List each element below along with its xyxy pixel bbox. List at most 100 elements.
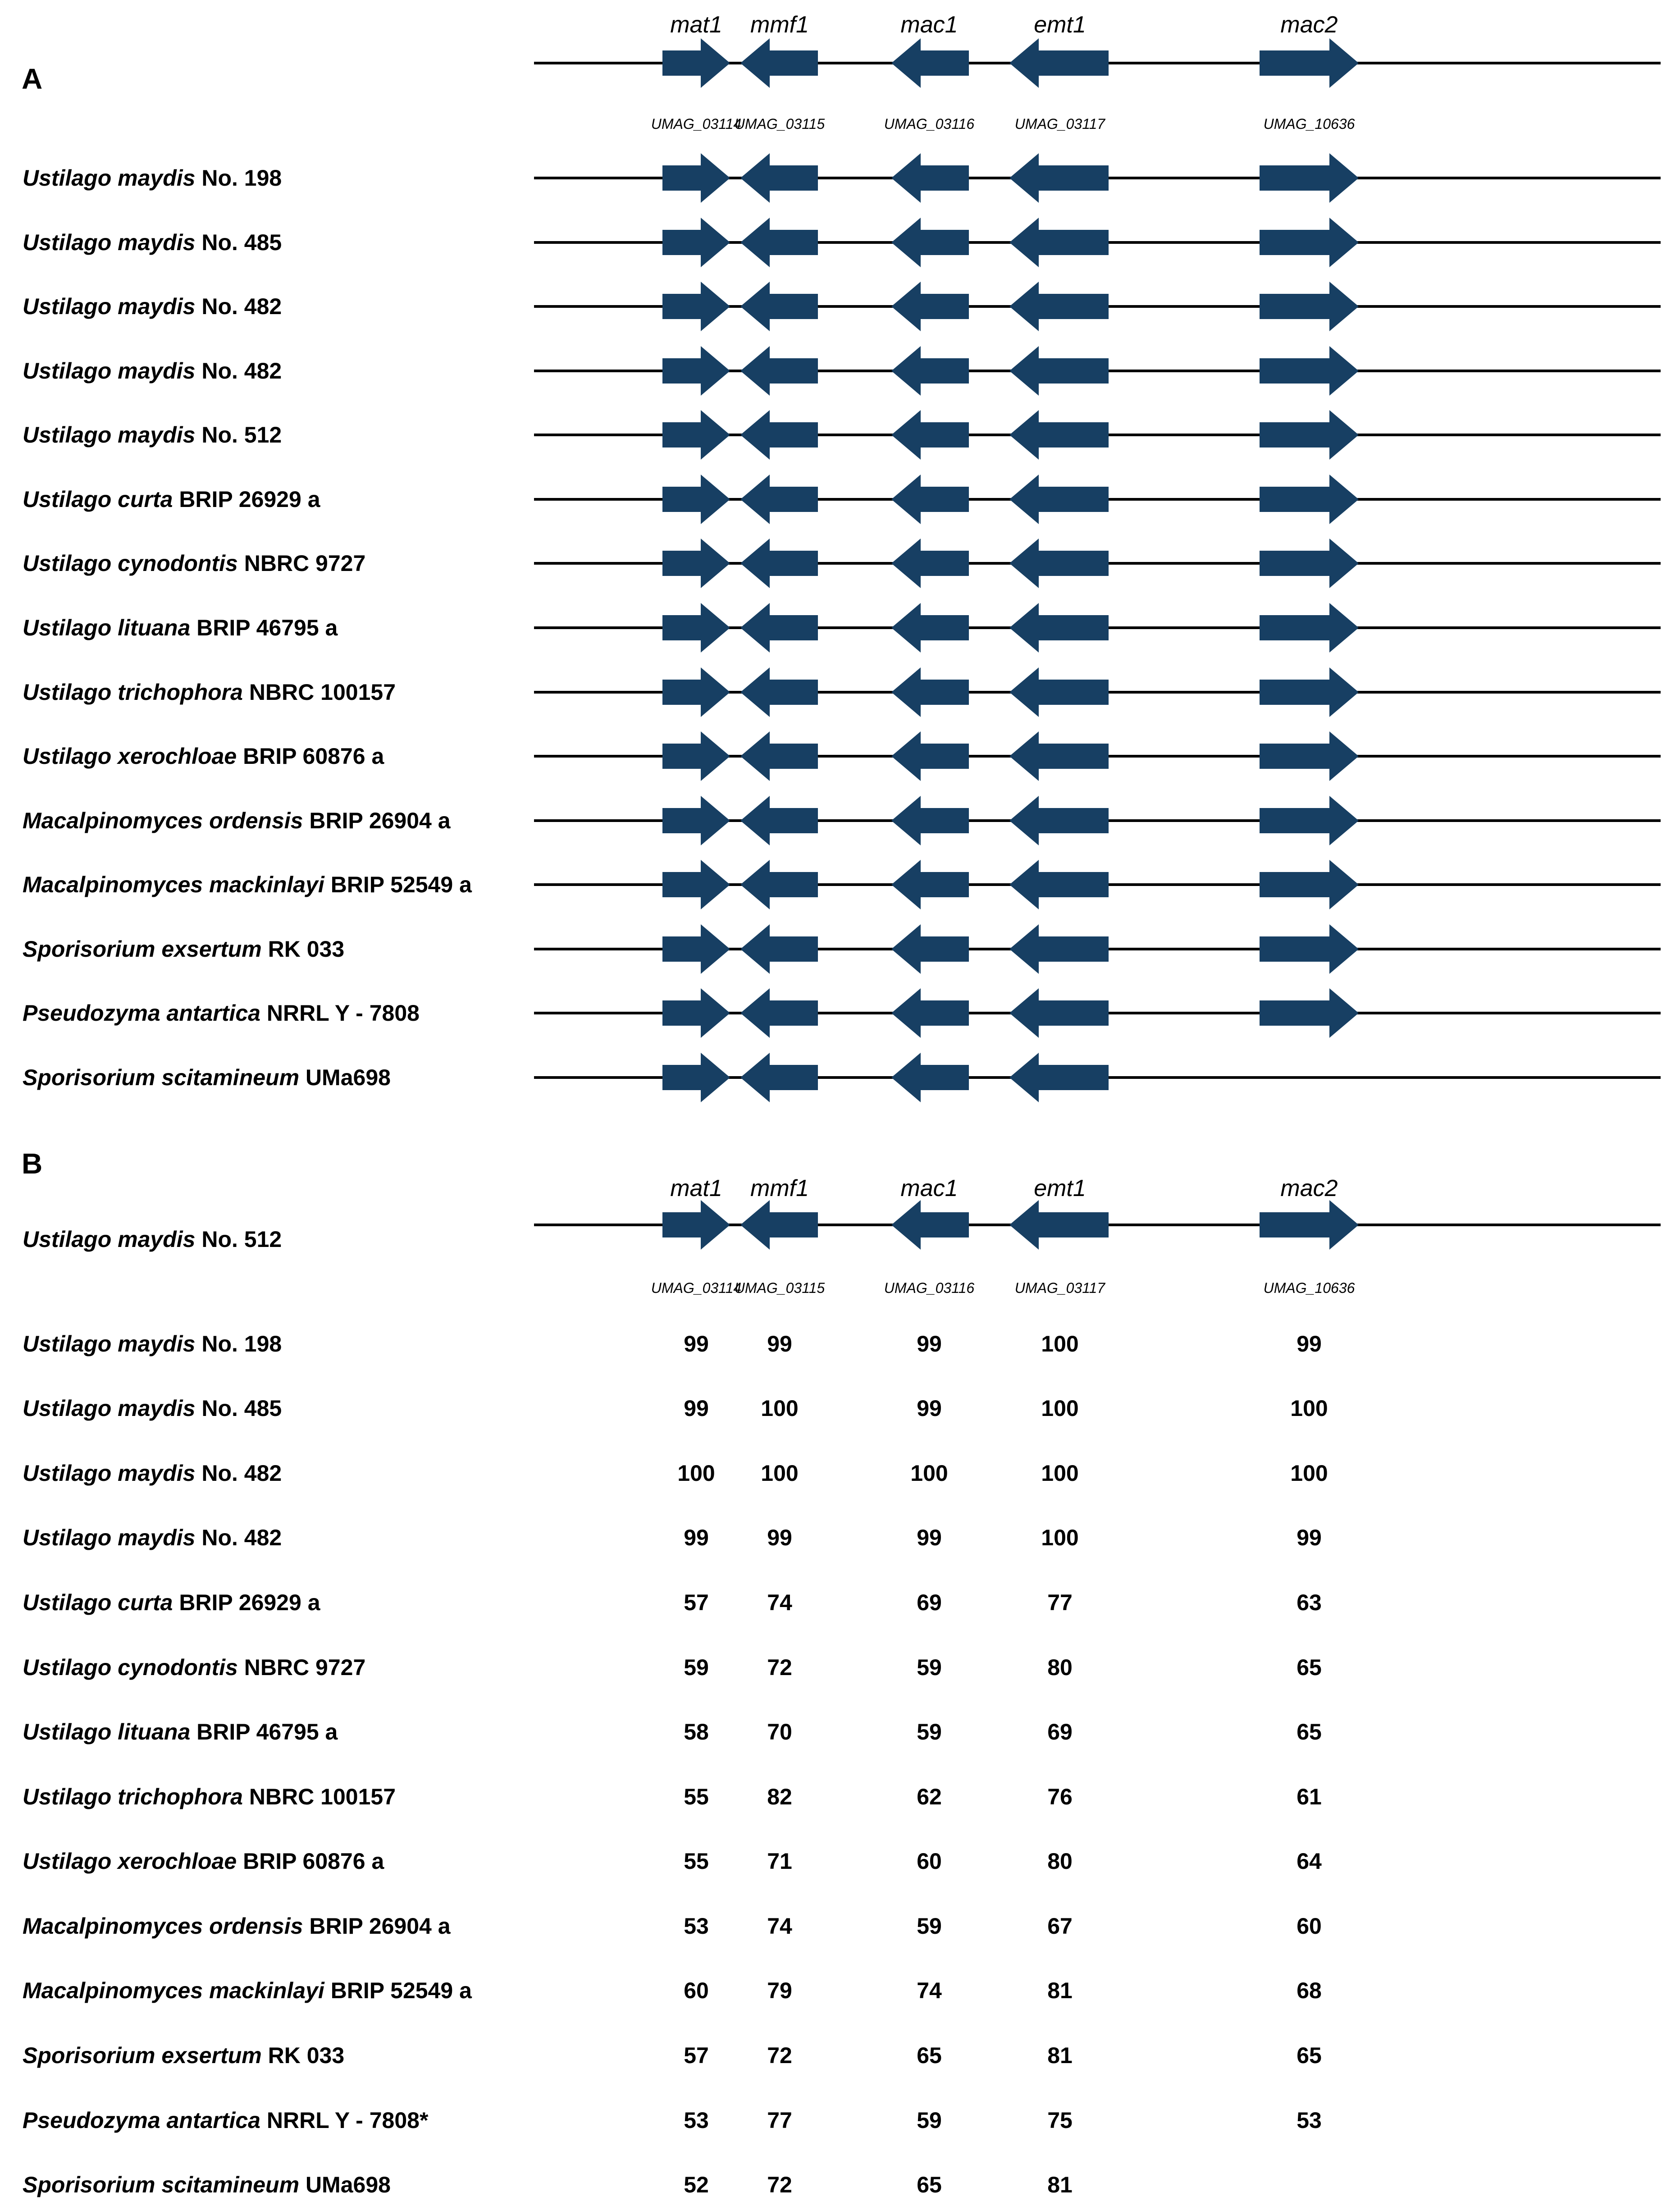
panel-a-gene-label-emt1: emt1 [1034, 12, 1086, 38]
panel-a-row-11-mac1-arrow [891, 860, 969, 909]
strain-id: BRIP 52549 a [330, 1978, 472, 2003]
panel-a-row-13-mac2-arrow [1260, 988, 1359, 1038]
identity-value: 61 [1297, 1784, 1322, 1809]
panel-b-species-label: Ustilago maydis No. 485 [23, 1397, 282, 1420]
species-name: Sporisorium scitamineum [23, 2172, 300, 2197]
panel-a-row-13-mat1-arrow [662, 988, 730, 1038]
identity-value: 100 [1041, 1331, 1079, 1356]
species-name: Sporisorium exsertum [23, 2043, 262, 2068]
panel-a-row-1-mmf1-arrow [740, 218, 818, 267]
panel-a-row-8-emt1-arrow [1009, 667, 1109, 717]
panel-a-row-11-mmf1-arrow [740, 860, 818, 909]
strain-id: NRRL Y - 7808 [266, 1000, 420, 1026]
panel-a-row-10-mac1-arrow [891, 796, 969, 845]
panel-a-species-label: Pseudozyma antartica NRRL Y - 7808 [23, 1002, 420, 1024]
panel-b-species-label: Ustilago trichophora NBRC 100157 [23, 1785, 396, 1808]
panel-a-row-6-mac2-arrow [1260, 539, 1359, 588]
identity-value: 65 [1297, 1655, 1322, 1680]
panel-a-row-1-mac1-arrow [891, 218, 969, 267]
panel-a-species-label: Sporisorium exsertum RK 033 [23, 938, 344, 960]
identity-value: 100 [1290, 1396, 1328, 1421]
identity-value: 60 [684, 1978, 709, 2003]
panel-a-header-emt1-arrow [1009, 38, 1109, 88]
identity-value: 53 [684, 2108, 709, 2133]
panel-a-row-8-mac1-arrow [891, 667, 969, 717]
identity-value: 53 [684, 1913, 709, 1939]
panel-a-row-14-mmf1-arrow [740, 1053, 818, 1102]
panel-a-row-5-mac2-arrow [1260, 475, 1359, 524]
species-name: Ustilago cynodontis [23, 1655, 238, 1680]
identity-value: 71 [767, 1849, 792, 1874]
species-name: Ustilago cynodontis [23, 551, 238, 576]
identity-value: 100 [910, 1461, 948, 1486]
strain-id: BRIP 46795 a [196, 1719, 338, 1744]
panel-a-row-2-emt1-arrow [1009, 282, 1109, 331]
identity-value: 100 [1041, 1396, 1079, 1421]
strain-id: No. 485 [201, 1396, 282, 1421]
panel-a-row-9-mat1-arrow [662, 731, 730, 781]
strain-id: BRIP 52549 a [330, 872, 472, 897]
identity-value: 58 [684, 1719, 709, 1744]
panel-a-row-6-mat1-arrow [662, 539, 730, 588]
panel-b-header-emt1-arrow [1009, 1200, 1109, 1250]
identity-value: 59 [917, 1913, 942, 1939]
species-name: Ustilago maydis [23, 1461, 196, 1486]
panel-a-species-label: Sporisorium scitamineum UMa698 [23, 1066, 391, 1089]
identity-value: 53 [1297, 2108, 1322, 2133]
panel-a-row-4-emt1-arrow [1009, 410, 1109, 460]
identity-value: 68 [1297, 1978, 1322, 2003]
panel-a-row-0-mac1-arrow [891, 153, 969, 203]
panel-a-species-label: Ustilago trichophora NBRC 100157 [23, 681, 396, 703]
panel-a-row-6-mmf1-arrow [740, 539, 818, 588]
panel-a-locus-mac1: UMAG_03116 [884, 116, 975, 132]
strain-id: RK 033 [268, 2043, 345, 2068]
panel-a-locus-mmf1: UMAG_03115 [734, 116, 825, 132]
panel-b-species-label: Ustilago xerochloae BRIP 60876 a [23, 1850, 384, 1872]
species-name: Ustilago maydis [23, 1525, 196, 1550]
strain-id: UMa698 [305, 2172, 391, 2197]
identity-value: 81 [1047, 2043, 1073, 2068]
species-name: Ustilago maydis [23, 294, 196, 319]
identity-value: 100 [677, 1461, 715, 1486]
panel-b-header-mat1-arrow [662, 1200, 730, 1250]
species-name: Ustilago trichophora [23, 1784, 243, 1809]
panel-b-header-mac2-arrow [1260, 1200, 1359, 1250]
species-name: Ustilago maydis [23, 1227, 196, 1252]
identity-value: 100 [1041, 1525, 1079, 1550]
panel-a-row-12-mac2-arrow [1260, 924, 1359, 974]
strain-id: BRIP 46795 a [196, 615, 338, 640]
panel-a-row-7-mac2-arrow [1260, 603, 1359, 653]
panel-a-row-12-emt1-arrow [1009, 924, 1109, 974]
panel-a-row-10-emt1-arrow [1009, 796, 1109, 845]
panel-a-gene-label-mac2: mac2 [1280, 12, 1338, 38]
species-name: Ustilago maydis [23, 358, 196, 384]
identity-value: 99 [917, 1396, 942, 1421]
panel-b-header-mac1-arrow [891, 1200, 969, 1250]
panel-b-species-label: Ustilago cynodontis NBRC 9727 [23, 1656, 365, 1679]
panel-a-header-mac2-arrow [1260, 38, 1359, 88]
panel-b-header-mmf1-arrow [740, 1200, 818, 1250]
species-name: Ustilago xerochloae [23, 1849, 237, 1874]
strain-id: No. 482 [201, 358, 282, 384]
panel-a-row-2-mat1-arrow [662, 282, 730, 331]
strain-id: NRRL Y - 7808* [266, 2108, 429, 2133]
identity-value: 99 [1297, 1525, 1322, 1550]
panel-a-row-2-mac1-arrow [891, 282, 969, 331]
panel-a-row-1-mac2-arrow [1260, 218, 1359, 267]
panel-a-species-label: Ustilago maydis No. 485 [23, 231, 282, 254]
panel-b-species-label: Ustilago maydis No. 198 [23, 1333, 282, 1355]
panel-a-row-9-mmf1-arrow [740, 731, 818, 781]
species-name: Macalpinomyces ordensis [23, 1913, 303, 1939]
identity-value: 99 [1297, 1331, 1322, 1356]
strain-id: BRIP 26904 a [309, 808, 451, 833]
panel-a-row-13-emt1-arrow [1009, 988, 1109, 1038]
identity-value: 81 [1047, 2172, 1073, 2197]
identity-value: 57 [684, 2043, 709, 2068]
panel-a-row-3-mat1-arrow [662, 346, 730, 396]
identity-value: 67 [1047, 1913, 1073, 1939]
species-name: Sporisorium scitamineum [23, 1065, 300, 1090]
identity-value: 74 [917, 1978, 942, 2003]
identity-value: 72 [767, 2172, 792, 2197]
panel-a-species-label: Ustilago lituana BRIP 46795 a [23, 616, 338, 639]
